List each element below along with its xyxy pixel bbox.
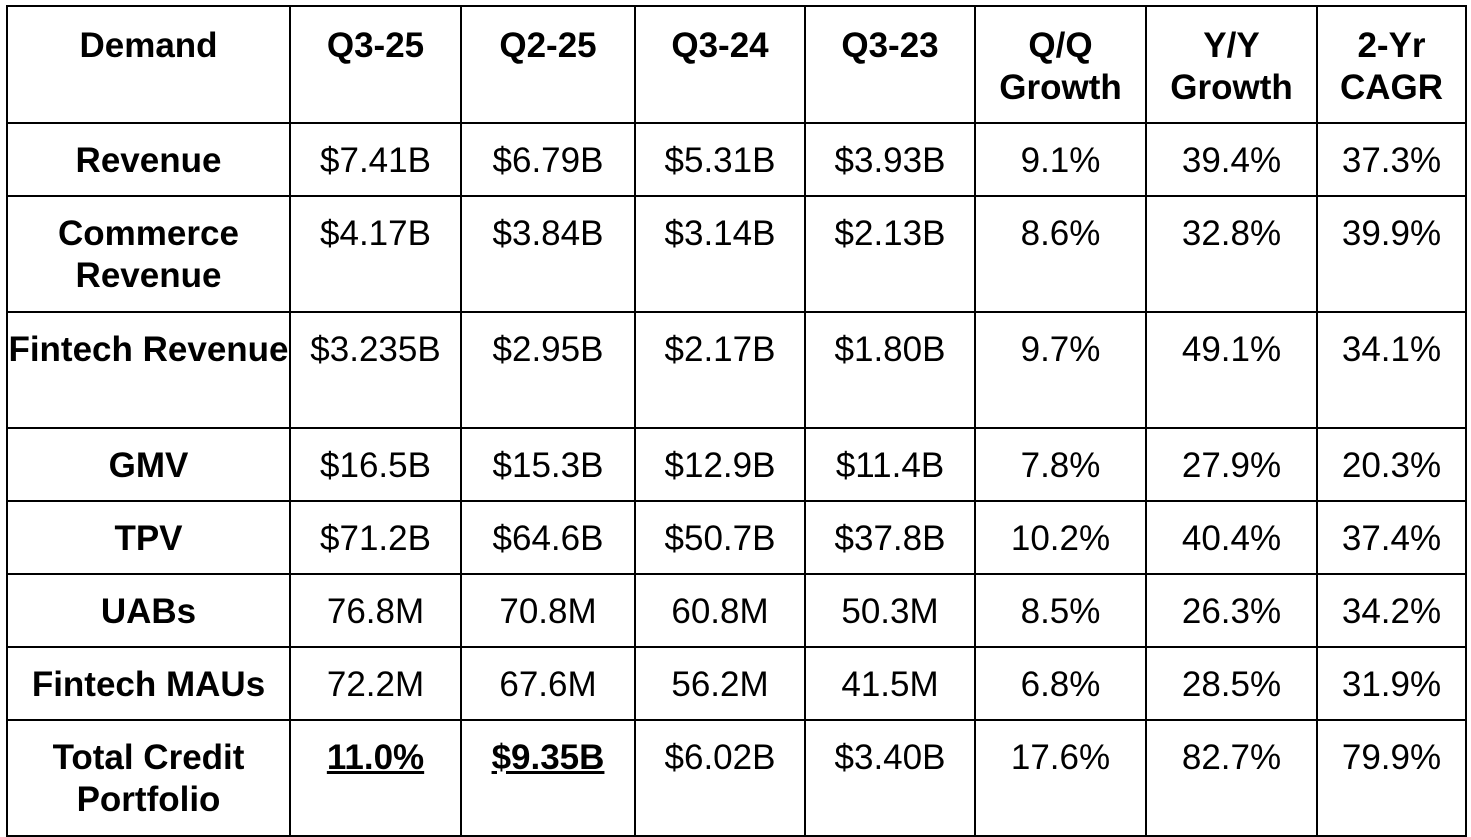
table-row: GMV $16.5B $15.3B $12.9B $11.4B 7.8% 27.… [6, 427, 1467, 502]
header-cell: Demand [6, 5, 291, 124]
table-row: Revenue $7.41B $6.79B $5.31B $3.93B 9.1%… [6, 122, 1467, 197]
table-cell: $12.9B [634, 427, 806, 502]
table-row: Fintech MAUs 72.2M 67.6M 56.2M 41.5M 6.8… [6, 646, 1467, 721]
table-cell: $9.35B [460, 719, 636, 837]
table-cell: 60.8M [634, 573, 806, 648]
table-cell: 11.0% [289, 719, 462, 837]
table-cell: 26.3% [1145, 573, 1318, 648]
table-cell: $2.13B [804, 195, 976, 313]
table-cell: $50.7B [634, 500, 806, 575]
table-cell: 40.4% [1145, 500, 1318, 575]
table-cell: $1.80B [804, 311, 976, 429]
table-cell: 27.9% [1145, 427, 1318, 502]
table-cell: 49.1% [1145, 311, 1318, 429]
table-cell: 8.5% [974, 573, 1147, 648]
table-cell: 17.6% [974, 719, 1147, 837]
table-cell: $16.5B [289, 427, 462, 502]
table-row: UABs 76.8M 70.8M 60.8M 50.3M 8.5% 26.3% … [6, 573, 1467, 648]
table-row: Fintech Revenue $3.235B $2.95B $2.17B $1… [6, 311, 1467, 429]
table-cell: $6.79B [460, 122, 636, 197]
header-cell: Q3-23 [804, 5, 976, 124]
table-cell: 6.8% [974, 646, 1147, 721]
row-label: UABs [6, 573, 291, 648]
table-cell: 31.9% [1316, 646, 1467, 721]
table-cell: 76.8M [289, 573, 462, 648]
table-cell: $3.93B [804, 122, 976, 197]
row-label: TPV [6, 500, 291, 575]
table-row: Total Credit Portfolio 11.0% $9.35B $6.0… [6, 719, 1467, 837]
table-cell: 34.1% [1316, 311, 1467, 429]
header-cell: 2-Yr CAGR [1316, 5, 1467, 124]
table-cell: 67.6M [460, 646, 636, 721]
table-cell: $15.3B [460, 427, 636, 502]
table-cell: 72.2M [289, 646, 462, 721]
table-cell: $2.17B [634, 311, 806, 429]
row-label: Total Credit Portfolio [6, 719, 291, 837]
table-cell: $3.14B [634, 195, 806, 313]
table-cell: 50.3M [804, 573, 976, 648]
table-cell: $64.6B [460, 500, 636, 575]
table-cell: 82.7% [1145, 719, 1318, 837]
table-cell: $5.31B [634, 122, 806, 197]
table-cell: 8.6% [974, 195, 1147, 313]
header-row: Demand Q3-25 Q2-25 Q3-24 Q3-23 Q/Q Growt… [6, 5, 1467, 124]
row-label: Revenue [6, 122, 291, 197]
table-cell: $3.84B [460, 195, 636, 313]
table-row: TPV $71.2B $64.6B $50.7B $37.8B 10.2% 40… [6, 500, 1467, 575]
table-cell: $3.235B [289, 311, 462, 429]
header-cell: Q/Q Growth [974, 5, 1147, 124]
table-row: Commerce Revenue $4.17B $3.84B $3.14B $2… [6, 195, 1467, 313]
table-cell: 56.2M [634, 646, 806, 721]
table-cell: 9.7% [974, 311, 1147, 429]
table-cell: $71.2B [289, 500, 462, 575]
row-label: Fintech MAUs [6, 646, 291, 721]
table-cell: 20.3% [1316, 427, 1467, 502]
row-label: Commerce Revenue [6, 195, 291, 313]
table-cell: 32.8% [1145, 195, 1318, 313]
header-cell: Q3-25 [289, 5, 462, 124]
table-cell: 34.2% [1316, 573, 1467, 648]
table-cell: 79.9% [1316, 719, 1467, 837]
table-cell: 28.5% [1145, 646, 1318, 721]
table-cell: $6.02B [634, 719, 806, 837]
table-cell: 37.4% [1316, 500, 1467, 575]
header-cell: Y/Y Growth [1145, 5, 1318, 124]
underlined-value: $9.35B [491, 738, 605, 777]
demand-table: Demand Q3-25 Q2-25 Q3-24 Q3-23 Q/Q Growt… [6, 5, 1467, 837]
table-cell: $2.95B [460, 311, 636, 429]
table-cell: $7.41B [289, 122, 462, 197]
header-cell: Q2-25 [460, 5, 636, 124]
header-cell: Q3-24 [634, 5, 806, 124]
table-cell: $37.8B [804, 500, 976, 575]
table-cell: 41.5M [804, 646, 976, 721]
underlined-value: 11.0% [326, 738, 425, 777]
table-cell: 10.2% [974, 500, 1147, 575]
table-cell: 39.9% [1316, 195, 1467, 313]
table-cell: $11.4B [804, 427, 976, 502]
table-cell: 7.8% [974, 427, 1147, 502]
table-cell: $3.40B [804, 719, 976, 837]
table-cell: $4.17B [289, 195, 462, 313]
row-label: Fintech Revenue [6, 311, 291, 429]
table-cell: 70.8M [460, 573, 636, 648]
table-cell: 39.4% [1145, 122, 1318, 197]
table-cell: 9.1% [974, 122, 1147, 197]
table-cell: 37.3% [1316, 122, 1467, 197]
row-label: GMV [6, 427, 291, 502]
